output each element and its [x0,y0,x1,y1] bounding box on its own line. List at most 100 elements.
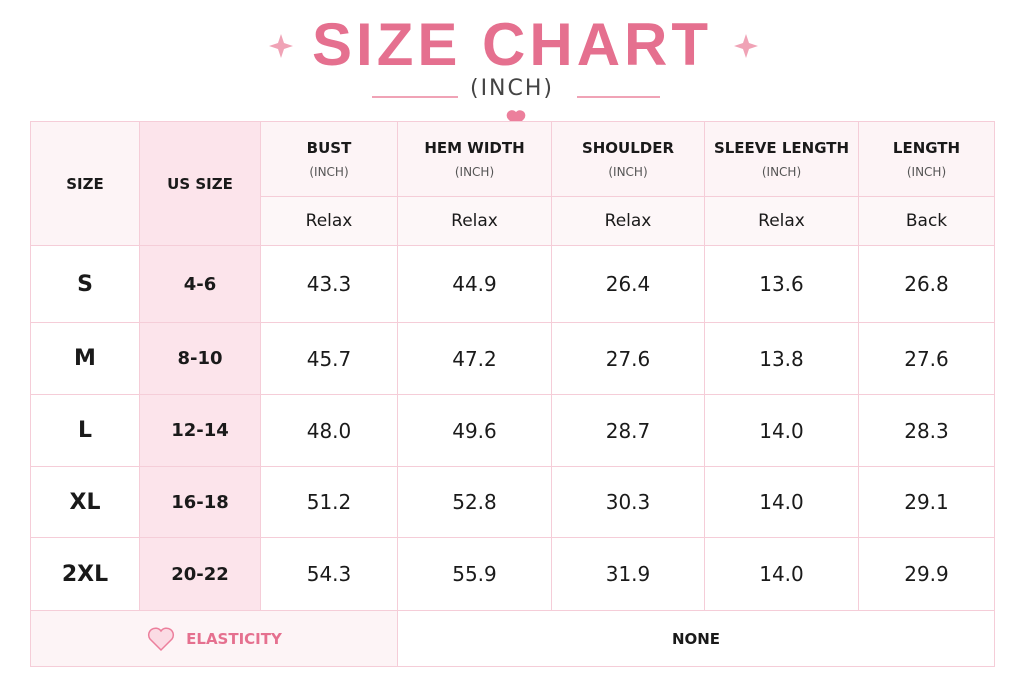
table-cell: 52.8 [397,466,552,538]
measurement: 13.8 [759,346,804,371]
table-cell: 48.0 [260,394,398,467]
title: SIZE CHART [312,11,712,78]
measurement: 26.8 [904,272,949,296]
header-unit: (INCH) [309,165,349,179]
header-label: HEM WIDTH [424,139,525,157]
measurement: 51.2 [306,490,352,514]
table-cell: 20-22 [139,537,261,611]
table-cell: 55.9 [397,537,552,611]
fit-label: Relax [758,211,805,231]
measurement: 26.4 [605,272,651,296]
us-size: 8-10 [177,348,223,369]
table-cell: 29.9 [858,537,995,611]
table-cell: 28.3 [858,394,995,467]
measurement: 49.6 [452,418,497,443]
header-label: SLEEVE LENGTH [713,139,850,157]
measurement: 47.2 [452,346,497,371]
header-label: LENGTH [892,139,961,157]
fit-cell: Back [858,196,995,246]
measurement: 54.3 [306,562,352,586]
table-cell: 45.7 [260,322,398,395]
us-size: 4-6 [183,273,217,295]
table-cell: 13.8 [704,322,859,395]
header-label: BUST [306,139,352,157]
table-cell: 4-6 [139,245,261,323]
sparkle [269,34,293,58]
table-cell: 28.7 [551,394,705,467]
size-label: XL [69,489,101,515]
fit-cell: Relax [704,196,859,246]
subtitle: (INCH) [469,76,554,101]
table-cell: S [30,245,140,323]
table-cell: 26.4 [551,245,705,323]
sparkle [734,34,758,58]
table-cell: M [30,322,140,395]
column-header: SIZE [30,121,140,246]
measurement: 44.9 [452,272,497,296]
heart [506,110,526,127]
table-cell: 16-18 [139,466,261,538]
decor [269,34,758,127]
measurement: 14.0 [759,562,804,586]
fit-label: Back [905,211,948,231]
size-label: L [77,418,93,443]
table-cell: 54.3 [260,537,398,611]
measurement: 27.6 [904,346,949,371]
table-cell: 27.6 [551,322,705,395]
fit-label: Relax [451,211,498,231]
measurement: 28.3 [904,418,949,443]
table-cell: 30.3 [551,466,705,538]
header-unit: (INCH) [454,165,495,179]
header-unit: (INCH) [608,165,648,179]
measurement: 28.7 [605,418,651,443]
column-header: HEM WIDTH (INCH) [397,121,552,197]
table-cell: 49.6 [397,394,552,467]
footer-value-cell: NONE [397,610,995,667]
table-cell: 51.2 [260,466,398,538]
header-unit: (INCH) [761,165,802,179]
table-cell: 14.0 [704,537,859,611]
fit-cell: Relax [397,196,552,246]
table-cell: 14.0 [704,394,859,467]
measurement: 27.6 [605,346,651,371]
size-label: M [74,346,96,371]
measurement: 43.3 [306,272,352,296]
fit-label: Relax [305,211,353,231]
table-cell: 13.6 [704,245,859,323]
heart-icon [148,626,175,651]
table-cell: 8-10 [139,322,261,395]
measurement: 45.7 [306,346,352,371]
measurement: 14.0 [759,418,804,443]
column-header: SLEEVE LENGTH (INCH) [704,121,859,197]
column-header: LENGTH (INCH) [858,121,995,197]
column-header: US SIZE [139,121,261,246]
table-cell: 12-14 [139,394,261,467]
table-cell: 29.1 [858,466,995,538]
table-cell: 2XL [30,537,140,611]
size-label: 2XL [61,561,109,587]
us-size: 20-22 [171,563,229,585]
fit-label: Relax [604,211,652,231]
header-label: SHOULDER [581,139,675,157]
measurement: 31.9 [605,562,651,586]
measurement: 29.1 [904,490,949,514]
table-cell: 31.9 [551,537,705,611]
measurement: 13.6 [759,272,804,296]
elasticity-label: ELASTICITY [186,629,282,648]
table-cell: L [30,394,140,467]
column-header: BUST (INCH) [260,121,398,197]
measurement: 48.0 [306,418,352,443]
table-cell: 44.9 [397,245,552,323]
measurement: 52.8 [452,490,497,514]
table-cell: XL [30,466,140,538]
fit-cell: Relax [260,196,398,246]
column-header: SHOULDER (INCH) [551,121,705,197]
us-size: 12-14 [171,420,229,441]
table-cell: 47.2 [397,322,552,395]
us-size: 16-18 [171,491,229,513]
table-cell: 14.0 [704,466,859,538]
measurement: 14.0 [759,490,804,514]
header-unit: (INCH) [906,165,947,179]
header-label: US SIZE [167,174,233,193]
